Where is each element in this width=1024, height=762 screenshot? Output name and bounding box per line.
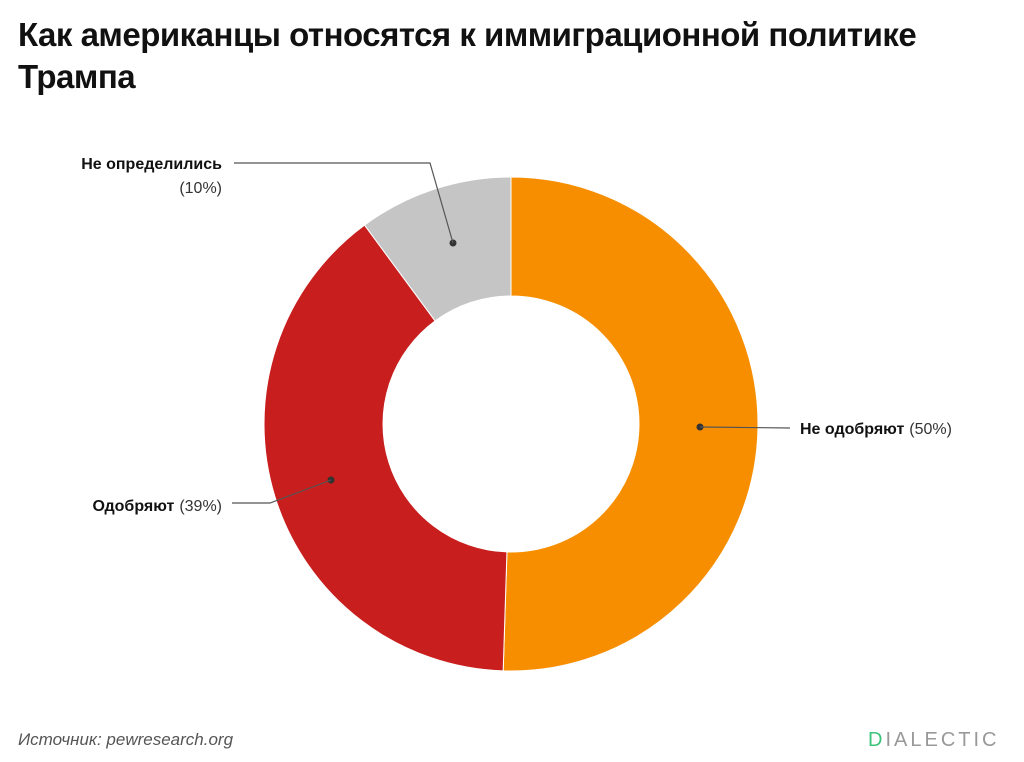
dialectic-logo: DIALECTIC bbox=[868, 729, 1000, 751]
source-note: Источник: pewresearch.org bbox=[18, 730, 234, 749]
donut-slice-1 bbox=[263, 224, 508, 672]
donut-slice-2 bbox=[363, 176, 512, 322]
slice-label-2: Не определились bbox=[81, 156, 222, 173]
label-group-0: Не одобряют (50%) bbox=[696, 421, 952, 438]
leader-line-1 bbox=[232, 479, 332, 504]
label-group-1: Одобряют (39%) bbox=[92, 476, 335, 515]
label-group-2: Не определились (10%) bbox=[81, 156, 457, 247]
leader-line-0 bbox=[699, 426, 791, 429]
slice-label-1: Одобряют (39%) bbox=[92, 498, 222, 515]
donut-slice-0 bbox=[502, 176, 759, 672]
slice-label-0: Не одобряют (50%) bbox=[800, 421, 952, 438]
slice-pct-2: (10%) bbox=[179, 180, 222, 197]
leader-line-2 bbox=[234, 162, 454, 244]
chart-title: Как американцы относятся к иммиграционно… bbox=[18, 16, 917, 95]
